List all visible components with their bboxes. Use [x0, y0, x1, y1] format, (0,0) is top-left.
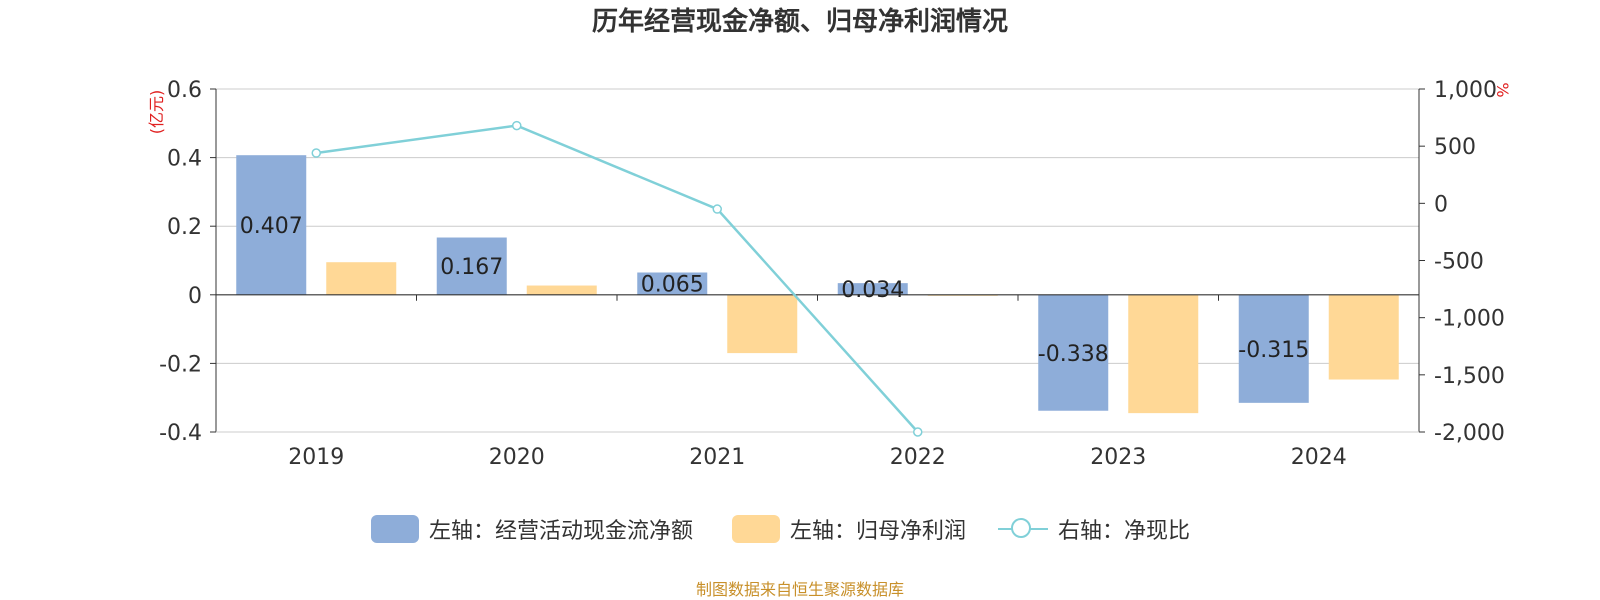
right-axis-unit: %: [1493, 82, 1512, 97]
left-axis-tick-label: 0.2: [167, 215, 202, 240]
ratio-point: [913, 427, 923, 437]
right-axis-tick-label: 1,000: [1434, 78, 1497, 103]
grid-lines: [216, 88, 1419, 433]
left-axis-unit: (亿元): [147, 90, 166, 135]
right-axis-tick-label: -500: [1434, 250, 1484, 275]
bar-profit: [326, 262, 397, 295]
legend-label-ratio: 右轴：净现比: [1058, 519, 1191, 544]
legend-label-cash: 左轴：经营活动现金流净额: [429, 519, 694, 544]
left-axis-tick-label: -0.2: [159, 352, 202, 377]
left-axis-tick-label: -0.4: [159, 421, 202, 446]
bar-cash: [236, 155, 307, 295]
bars: [236, 155, 1399, 414]
source-note: 制图数据来自恒生聚源数据库: [695, 580, 904, 599]
bar-cash: [1038, 294, 1109, 411]
right-axis-tick-label: 500: [1434, 135, 1476, 160]
bar-cash: [637, 272, 708, 295]
bar-data-label: 0.034: [841, 278, 904, 303]
bar-cash: [837, 283, 908, 295]
x-axis-tick-label: 2020: [489, 445, 545, 470]
right-axis-tick-label: -1,500: [1434, 364, 1505, 389]
ratio-line: [316, 124, 919, 433]
legend-line-ratio-icon: [998, 515, 1048, 543]
chart-title: 历年经营现金净额、归母净利润情况: [591, 7, 1008, 37]
legend-swatch-cash: [371, 515, 419, 543]
ratio-point: [512, 120, 522, 131]
bar-profit: [526, 285, 597, 295]
legend-label-profit: 左轴：归母净利润: [790, 519, 967, 544]
bar-data-label: 0.065: [641, 273, 704, 298]
axes: -0.4 -0.2 0 0.2 0.4 0.6 -2,000 -1,500 -1,000 -500…: [159, 78, 1505, 470]
right-axis-tick-label: 0: [1434, 192, 1448, 217]
left-axis-tick-label: 0.4: [167, 147, 202, 172]
bar-cash: [1238, 294, 1309, 403]
x-axis-tick-label: 2024: [1291, 445, 1347, 470]
legend-item-cash[interactable]: 左轴：经营活动现金流净额: [371, 512, 693, 546]
bar-profit: [1328, 294, 1399, 380]
legend: 左轴：经营活动现金流净额 左轴：归母净利润 右轴：净现比: [0, 512, 1600, 546]
bar-data-label: 0.407: [240, 214, 303, 239]
x-axis-tick-label: 2023: [1090, 445, 1146, 470]
bar-cash: [436, 237, 507, 295]
legend-item-profit[interactable]: 左轴：归母净利润: [732, 512, 966, 546]
left-axis-tick-label: 0: [188, 284, 202, 309]
x-axis-tick-label: 2022: [890, 445, 946, 470]
bar-data-label: -0.315: [1238, 338, 1309, 363]
right-axis-tick-label: -1,000: [1434, 307, 1505, 332]
bar-profit: [727, 294, 798, 354]
bar-data-label: -0.338: [1038, 342, 1109, 367]
ratio-point: [311, 148, 321, 158]
bar-data-label: 0.167: [440, 255, 503, 280]
x-axis-tick-label: 2021: [689, 445, 745, 470]
bar-profit: [1128, 294, 1199, 414]
left-axis-tick-label: 0.6: [167, 78, 202, 103]
ratio-point: [712, 204, 722, 214]
legend-swatch-profit: [732, 515, 780, 543]
x-axis-tick-label: 2019: [288, 445, 344, 470]
right-axis-tick-label: -2,000: [1434, 421, 1505, 446]
legend-item-ratio[interactable]: 右轴：净现比: [998, 512, 1190, 546]
data-labels: 0.407 0.167 0.065 0.034 -0.338 -0.315: [240, 214, 1309, 367]
ratio-line-layer: [311, 120, 923, 437]
